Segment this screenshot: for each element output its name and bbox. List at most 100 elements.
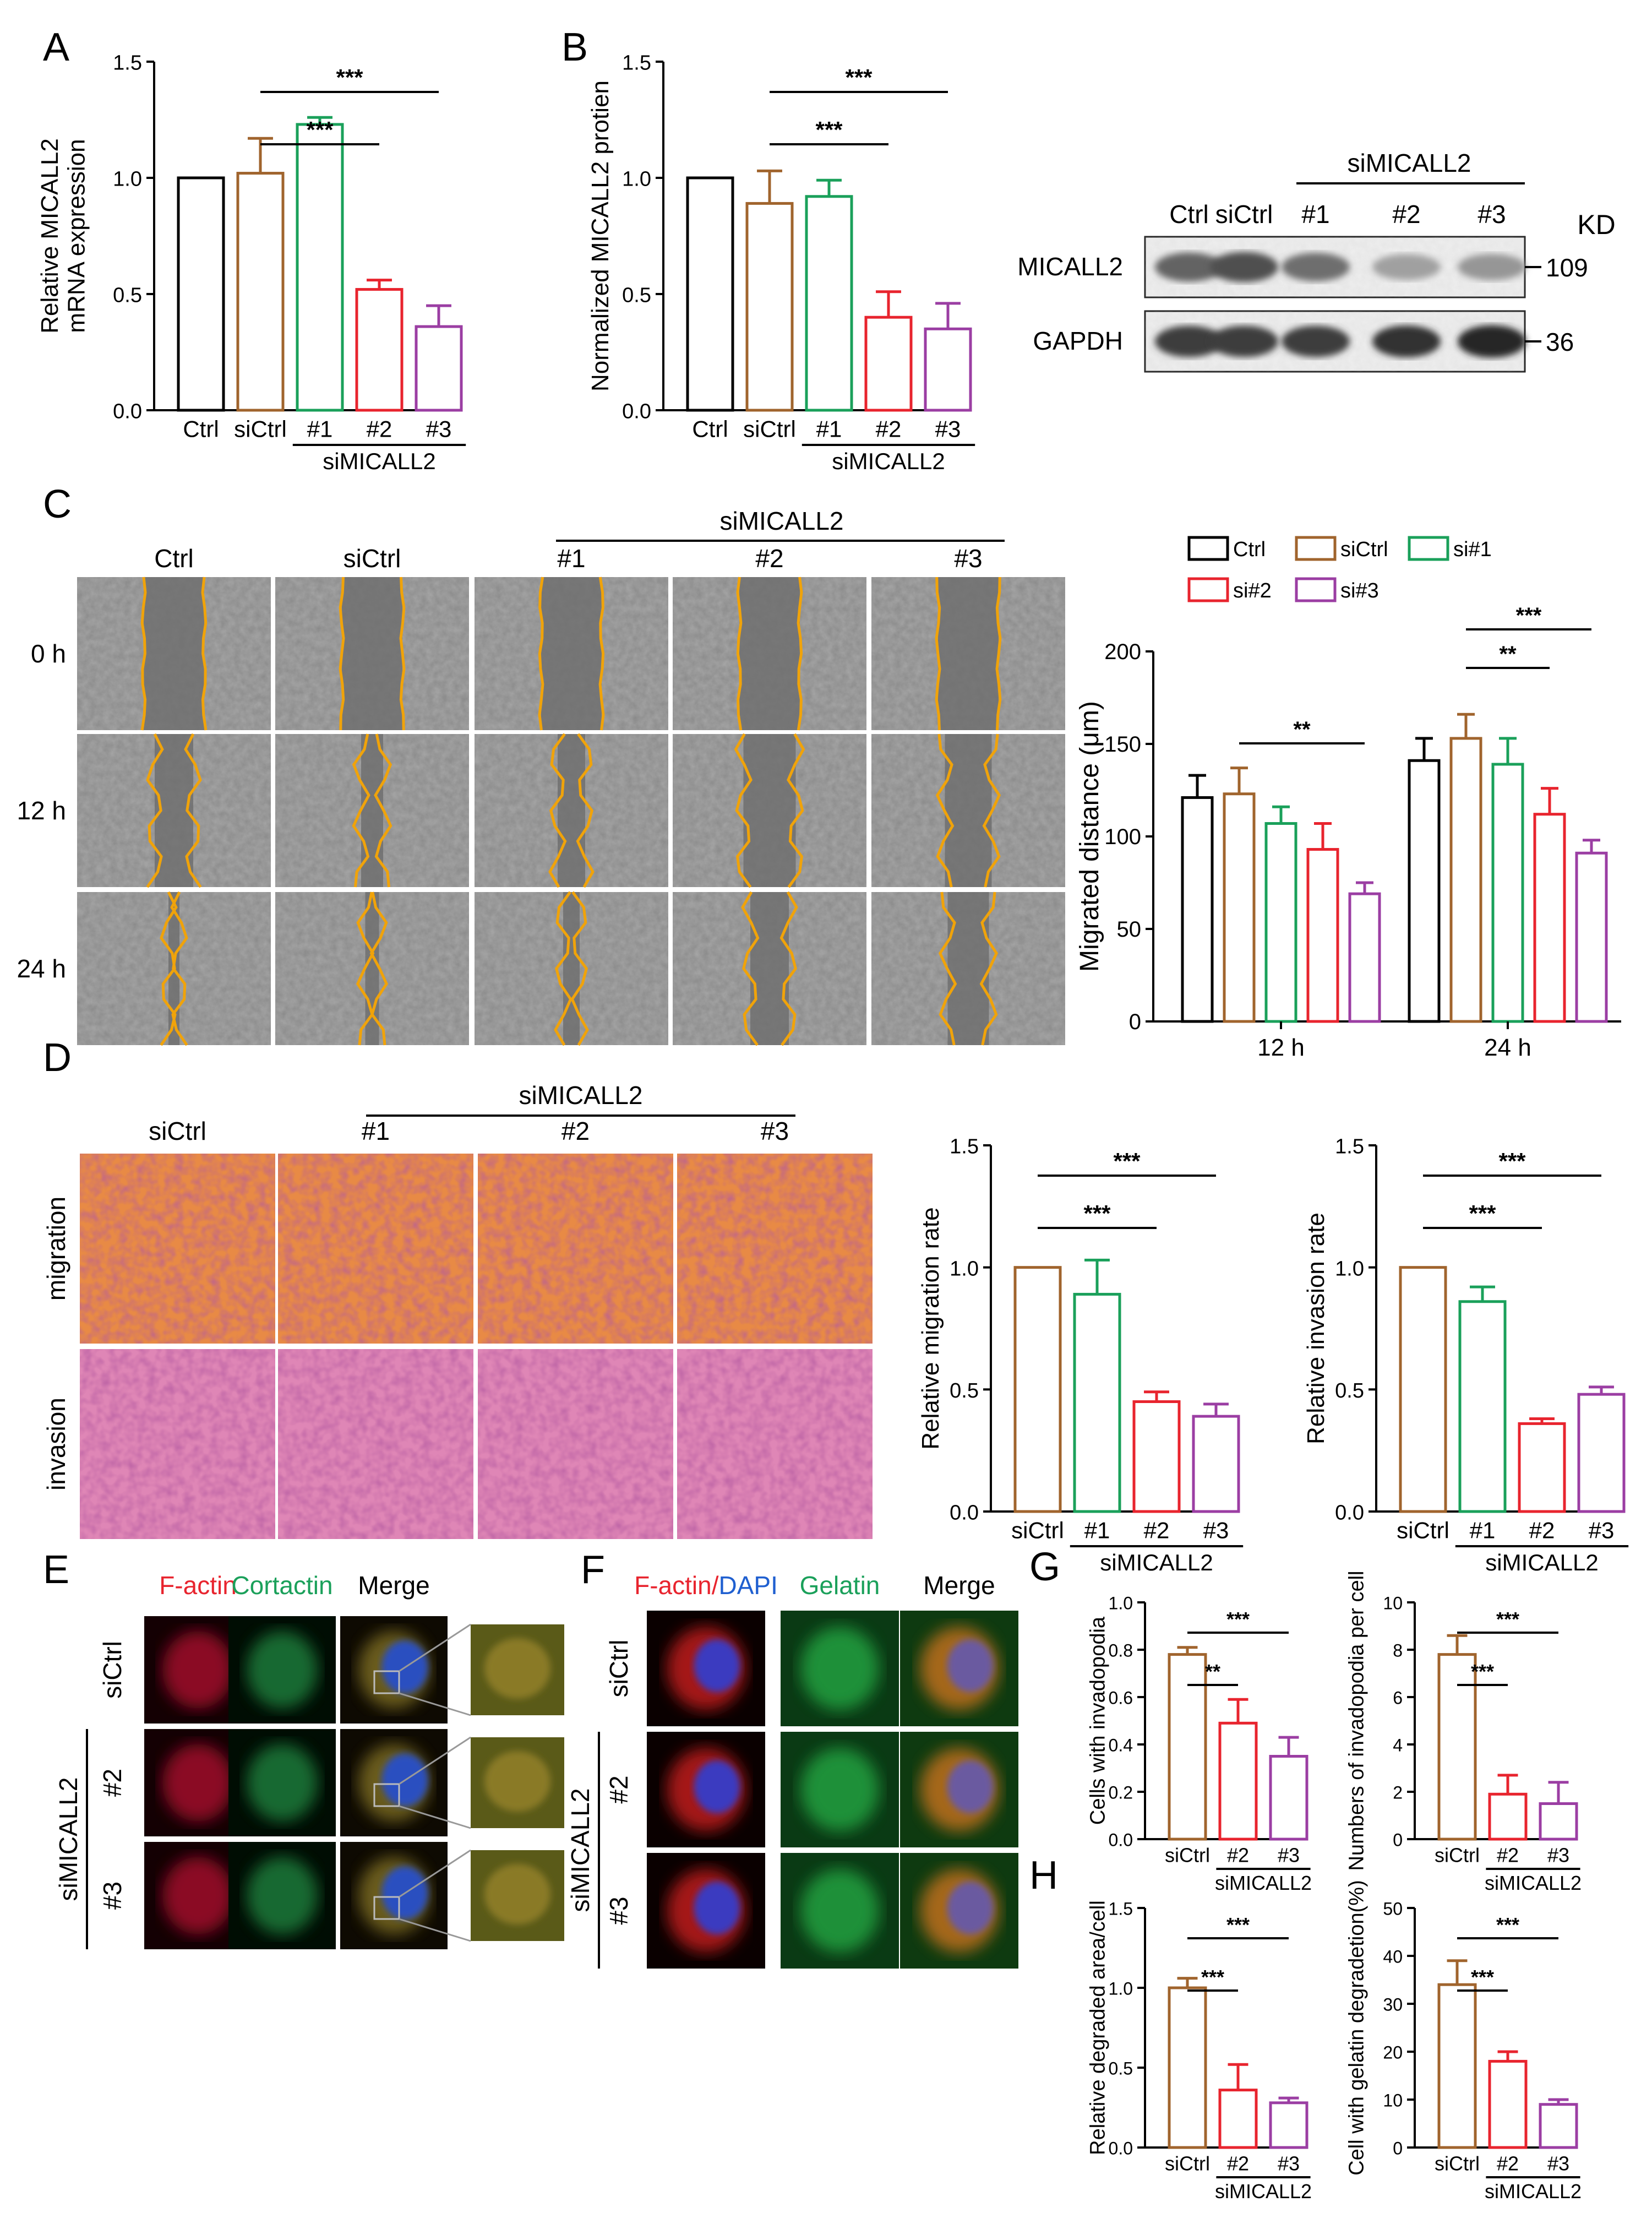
category-label: siCtrl [1165,2152,1210,2174]
y-tick-label: 0.0 [1109,2139,1133,2159]
stain-texture [80,1154,275,1344]
bar [686,176,734,412]
inset-signal [484,1864,550,1924]
category-label: siCtrl [1011,1517,1064,1543]
y-tick-label: 4 [1393,1736,1403,1755]
significance-label: *** [1226,1913,1250,1936]
category-label: #2 [1529,1517,1555,1543]
y-tick-label: 1.0 [1335,1257,1364,1280]
bar [1518,1422,1566,1513]
y-tick-label: 50 [1383,1899,1403,1919]
zoom-line [399,1849,471,1898]
significance-label: ** [1205,1660,1220,1683]
bar [1168,1986,1207,2149]
inset-signal [484,1638,550,1699]
y-axis-label: Relative invasion rate [1302,1213,1329,1444]
bar [1437,1983,1477,2149]
column-label: #3 [954,544,982,573]
immunofluorescence-grid-f: F-actin/DAPI Gelatin Merge siCtrl #2 #3 siMICA… [566,1571,1018,1969]
bar [177,176,225,412]
wound-gap [739,577,800,730]
y-tick-label: 0.6 [1109,1688,1133,1708]
y-tick-label: 150 [1104,732,1141,757]
y-tick-label: 1.0 [1109,1594,1133,1613]
y-axis-label: Migrated distance (μm) [1075,701,1104,972]
y-axis-label: Numbers of invadopodia per cell [1345,1571,1369,1871]
cell-signal [800,1748,879,1831]
category-label: #2 [1497,2152,1519,2174]
y-tick-label: 0 [1393,1830,1403,1850]
zoom-line [399,1918,471,1942]
y-tick-label: 20 [1383,2043,1403,2063]
transwell-grid: siMICALL2 siCtrl #1 #2 #3 migration invasion [42,1081,873,1539]
blot-band [1372,254,1441,280]
wound-gap [361,734,383,887]
bar [1539,1802,1578,1841]
category-label: #2 [1144,1517,1170,1543]
group-label: 24 h [1484,1034,1531,1061]
zoom-line [399,1805,471,1829]
y-tick-label: 1.0 [113,168,142,191]
column-label: Merge [358,1571,429,1600]
blot-row-label: GAPDH [1033,327,1123,355]
group-label: siMICALL2 [519,1081,643,1110]
bar [1539,2103,1578,2149]
category-label: #1 [816,416,842,442]
significance-label: ** [1499,642,1517,666]
bar [805,195,853,412]
y-axis-label: Normalized MICALL2 protien [587,80,614,392]
bar [1223,792,1256,1023]
row-label: siCtrl [98,1641,127,1699]
bar [924,327,972,412]
legend-swatch [1295,577,1337,602]
y-tick-label: 1.5 [113,52,142,75]
y-tick-label: 0.8 [1109,1641,1133,1661]
category-label: #3 [426,416,452,442]
column-label: #1 [362,1117,390,1145]
wound-edge [374,733,392,888]
y-tick-label: 40 [1383,1947,1403,1967]
bar [1192,1415,1240,1513]
wound-edge [399,577,406,731]
group-label: 12 h [1257,1034,1305,1061]
group-label: siMICALL2 [832,448,945,474]
group-label: siMICALL2 [323,448,435,474]
cell-signal [162,1631,233,1709]
y-tick-label: 1.0 [622,168,651,191]
y-tick-label: 0 [1393,2139,1403,2159]
stain-texture [478,1154,673,1344]
y-tick-label: 1.5 [622,52,651,75]
significance-label: *** [1226,1608,1250,1630]
kd-label: 36 [1546,328,1574,356]
y-tick-label: 100 [1104,825,1141,849]
y-axis-label: Cells with invadopodia [1087,1616,1110,1825]
column-label: F-actin/DAPI [634,1571,778,1600]
category-label: #1 [307,416,333,442]
bar [1306,848,1339,1023]
nucleus [947,1882,994,1934]
significance-label: ** [1293,717,1311,742]
bar [1264,822,1297,1023]
wound-edge [356,891,375,1046]
wound-edge [369,891,389,1046]
category-label: siCtrl [1435,2152,1480,2174]
wound-gap [947,892,989,1045]
nucleus [694,1639,740,1692]
column-label: Gelatin [800,1571,880,1600]
group-label: siMICALL2 [54,1777,83,1901]
bar [1269,1755,1308,1841]
cell-signal [800,1627,879,1710]
row-label: siCtrl [604,1640,633,1698]
bar [1577,1393,1626,1513]
blot-row-label: MICALL2 [1017,252,1123,281]
category-label: siCtrl [234,416,287,442]
panel-label-G: G [1029,1545,1060,1589]
wound-edge [935,733,955,888]
bar [864,316,913,412]
group-label: siMICALL2 [1215,1872,1312,1894]
y-tick-label: 10 [1383,1594,1403,1613]
significance-label: *** [1516,604,1542,628]
y-tick-label: 0.0 [622,400,651,423]
zoom-box [373,1670,400,1694]
significance-label: *** [1113,1148,1141,1174]
